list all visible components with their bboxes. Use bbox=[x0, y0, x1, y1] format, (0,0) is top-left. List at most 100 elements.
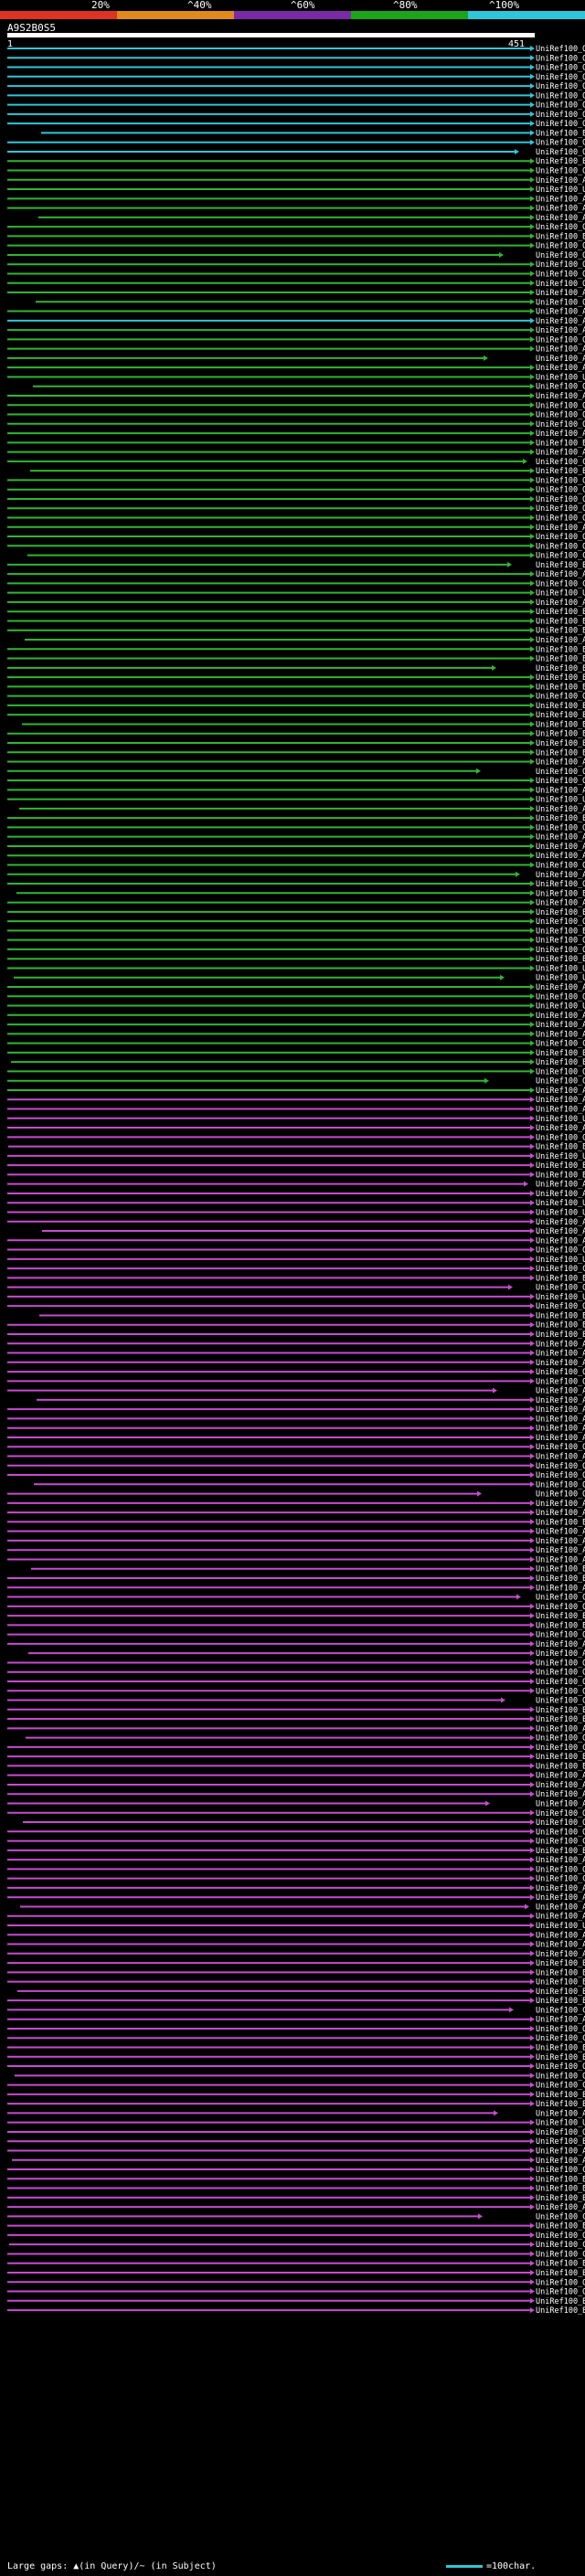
hit-label[interactable]: UniRef100_A9ZT57 bbox=[536, 843, 585, 852]
hit-label[interactable]: UniRef100_Q7FHQ4 bbox=[536, 937, 585, 946]
hit-label[interactable]: UniRef100_C5XD60 bbox=[536, 2006, 585, 2015]
hit-label[interactable]: UniRef100_A7P5U7 bbox=[536, 308, 585, 317]
hit-label[interactable]: UniRef100_B9GJC2 bbox=[536, 1762, 585, 1771]
hit-label[interactable]: UniRef100_Q3GN17 bbox=[536, 1490, 585, 1500]
hit-label[interactable]: UniRef100_B9SB3L bbox=[536, 1161, 585, 1171]
hit-label[interactable]: UniRef100_Q8S9L8 bbox=[536, 504, 585, 514]
hit-label[interactable]: UniRef100_Q9SBK7 bbox=[536, 120, 585, 129]
hit-label[interactable]: UniRef100_A4R1U0 bbox=[536, 1030, 585, 1039]
hit-label[interactable]: UniRef100_B9N766 bbox=[536, 664, 585, 673]
hit-label[interactable]: UniRef100_Q9SNF2 bbox=[536, 401, 585, 410]
hit-label[interactable]: UniRef100_A2X0E10 bbox=[536, 2147, 585, 2156]
hit-label[interactable]: UniRef100_A2QHM5 bbox=[536, 1087, 585, 1096]
hit-label[interactable]: UniRef100_A7QMJ8 bbox=[536, 1425, 585, 1434]
hit-label[interactable]: UniRef100_A7NU41 bbox=[536, 1124, 585, 1133]
hit-label[interactable]: UniRef100_A2XZ52 bbox=[536, 1396, 585, 1405]
hit-label[interactable]: UniRef100_A2XZ61 bbox=[536, 1405, 585, 1415]
hit-label[interactable]: UniRef100_Q3CZ12 bbox=[536, 1809, 585, 1818]
hit-label[interactable]: UniRef100_C6T716 bbox=[536, 552, 585, 561]
hit-label[interactable]: UniRef100_B9R738 bbox=[536, 467, 585, 476]
hit-label[interactable]: UniRef100_C5YGS3 bbox=[536, 2212, 585, 2221]
hit-label[interactable]: UniRef100_A7Q5Y9 bbox=[536, 899, 585, 908]
hit-label[interactable]: UniRef100_A7QD8F bbox=[536, 1340, 585, 1349]
hit-label[interactable]: UniRef100_C0Z256 bbox=[536, 579, 585, 588]
hit-label[interactable]: UniRef100_Q9RBE4 bbox=[536, 420, 585, 429]
hit-label[interactable]: UniRef100_Q0WVW6 bbox=[536, 2231, 585, 2241]
hit-label[interactable]: UniRef100_Q6AN07 bbox=[536, 383, 585, 392]
hit-label[interactable]: UniRef100_A4Q059 bbox=[536, 2157, 585, 2166]
hit-label[interactable]: UniRef100_UP1000... bbox=[536, 373, 585, 382]
hit-label[interactable]: UniRef100_B9HSK1 bbox=[536, 561, 585, 570]
hit-label[interactable]: UniRef100_Q3CZ13 bbox=[536, 1594, 585, 1603]
hit-label[interactable]: UniRef100_A7PLK3 bbox=[536, 833, 585, 843]
hit-label[interactable]: UniRef100_A7NTN4 bbox=[536, 1359, 585, 1368]
hit-label[interactable]: UniRef100_B9HEB5 bbox=[536, 748, 585, 758]
hit-label[interactable]: UniRef100_A7P984 bbox=[536, 1528, 585, 1537]
hit-label[interactable]: UniRef100_Q0WQE5 bbox=[536, 1659, 585, 1668]
hit-label[interactable]: UniRef100_B9P6W9 bbox=[536, 2185, 585, 2194]
hit-label[interactable]: UniRef100_Q7FLK4 bbox=[536, 411, 585, 420]
hit-label[interactable]: UniRef100_Q9AYF4 bbox=[536, 280, 585, 289]
hit-label[interactable]: UniRef100_Q9SYA7 bbox=[536, 335, 585, 345]
hit-label[interactable]: UniRef100_B9MXX2 bbox=[536, 1321, 585, 1330]
hit-label[interactable]: UniRef100_Q4B925 bbox=[536, 1246, 585, 1256]
hit-label[interactable]: UniRef100_UP1000... bbox=[536, 1115, 585, 1124]
hit-label[interactable]: UniRef100_A9ZN71 bbox=[536, 871, 585, 880]
hit-label[interactable]: UniRef100_Q3EXM3 bbox=[536, 1697, 585, 1706]
hit-label[interactable]: UniRef100_A5B160 bbox=[536, 1555, 585, 1564]
hit-label[interactable]: UniRef100_C3W710 bbox=[536, 458, 585, 467]
hit-label[interactable]: UniRef100_A5AM32 bbox=[536, 1913, 585, 1922]
hit-label[interactable]: UniRef100_Q33DX8 bbox=[536, 917, 585, 927]
hit-label[interactable]: UniRef100_A7QCX7 bbox=[536, 1931, 585, 1940]
hit-label[interactable]: UniRef100_C5YQM7 bbox=[536, 1875, 585, 1884]
hit-label[interactable]: UniRef100_B0ZTB2 bbox=[536, 2194, 585, 2203]
hit-label[interactable]: UniRef100_A5BQ05 bbox=[536, 1584, 585, 1593]
hit-label[interactable]: UniRef100_C9EQG3 bbox=[536, 2166, 585, 2175]
hit-label[interactable]: UniRef100_Q2LAK9 bbox=[536, 992, 585, 1002]
hit-label[interactable]: UniRef100_Q3CZ11 bbox=[536, 1818, 585, 1828]
hit-label[interactable]: UniRef100_B9HKL1 bbox=[536, 814, 585, 823]
hit-label[interactable]: UniRef100_Q3A9Z5 bbox=[536, 2128, 585, 2137]
hit-label[interactable]: UniRef100_B9R743 bbox=[536, 1058, 585, 1067]
hit-label[interactable]: UniRef100_B9GN35 bbox=[536, 1143, 585, 1152]
hit-label[interactable]: UniRef100_B9H4D7 bbox=[536, 157, 585, 166]
hit-label[interactable]: UniRef100_Q65D15 bbox=[536, 946, 585, 955]
hit-label[interactable]: UniRef100_A2XZ54 bbox=[536, 1537, 585, 1546]
hit-label[interactable]: UniRef100_A5B629 bbox=[536, 1236, 585, 1246]
hit-label[interactable]: UniRef100_A5B129 bbox=[536, 1453, 585, 1462]
hit-label[interactable]: UniRef100_A7R6D9 bbox=[536, 1856, 585, 1865]
hit-label[interactable]: UniRef100_B2XC18 bbox=[536, 1574, 585, 1584]
hit-label[interactable]: UniRef100_B9MXX1 bbox=[536, 1330, 585, 1340]
hit-label[interactable]: UniRef100_Q6YHU2 bbox=[536, 251, 585, 260]
hit-label[interactable]: UniRef100_B9GJC3 bbox=[536, 1753, 585, 1762]
hit-label[interactable]: UniRef100_Q8LA85 bbox=[536, 298, 585, 307]
hit-label[interactable]: UniRef100_B9IBX4 bbox=[536, 702, 585, 711]
hit-label[interactable]: UniRef100_UP1000... bbox=[536, 1922, 585, 1931]
hit-label[interactable]: UniRef100_A9ZP94 bbox=[536, 1096, 585, 1105]
hit-label[interactable]: UniRef100_A5AKY1 bbox=[536, 1227, 585, 1236]
hit-label[interactable]: UniRef100_A5AZ91 bbox=[536, 205, 585, 214]
hit-label[interactable]: UniRef100_B9HFW7 bbox=[536, 1706, 585, 1715]
hit-label[interactable]: UniRef100_A7PLJ0 bbox=[536, 364, 585, 373]
hit-label[interactable]: UniRef100_Q2L4L0 bbox=[536, 823, 585, 832]
hit-label[interactable]: UniRef100_A7LV06 bbox=[536, 449, 585, 458]
hit-label[interactable]: UniRef100_A7PL75 bbox=[536, 1941, 585, 1950]
hit-label[interactable]: UniRef100_Q9LSF8 bbox=[536, 1678, 585, 1687]
hit-label[interactable]: UniRef100_C7Q5H1 bbox=[536, 2241, 585, 2250]
hit-label[interactable]: UniRef100_B9R7K5 bbox=[536, 1612, 585, 1621]
hit-label[interactable]: UniRef100_B9HFW8 bbox=[536, 1715, 585, 1724]
hit-label[interactable]: UniRef100_A5BEN1 bbox=[536, 1509, 585, 1518]
hit-label[interactable]: UniRef100_A7NTM1 bbox=[536, 1181, 585, 1190]
hit-label[interactable]: UniRef100_A7QCX1 bbox=[536, 1640, 585, 1649]
hit-label[interactable]: UniRef100_B7FLN7 bbox=[536, 1847, 585, 1856]
hit-label[interactable]: UniRef100_B9HHW6 bbox=[536, 1518, 585, 1527]
hit-label[interactable]: UniRef100_C4KY90 bbox=[536, 1838, 585, 1847]
hit-label[interactable]: UniRef100_Q9FRN2 bbox=[536, 1687, 585, 1696]
hit-label[interactable]: UniRef100_O23156 bbox=[536, 82, 585, 91]
hit-label[interactable]: UniRef100_A7Q1S0 bbox=[536, 983, 585, 992]
hit-label[interactable]: UniRef100_A5AM27 bbox=[536, 1903, 585, 1912]
hit-label[interactable]: UniRef100_A7PLK1 bbox=[536, 355, 585, 364]
hit-label[interactable]: UniRef100_Q3CZ61 bbox=[536, 1284, 585, 1293]
hit-label[interactable]: UniRef100_A7R816 bbox=[536, 599, 585, 608]
hit-label[interactable]: UniRef100_A7NTM5 bbox=[536, 1772, 585, 1781]
